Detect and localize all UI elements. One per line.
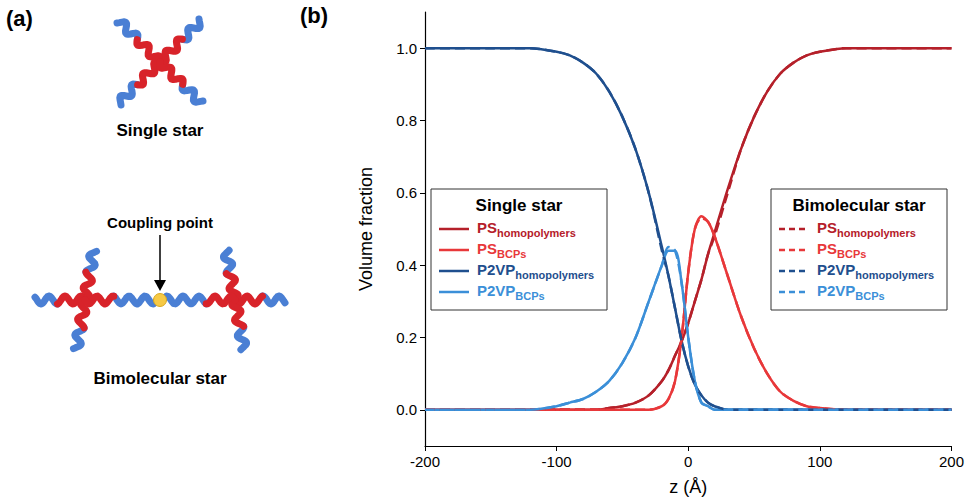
svg-text:PS: PS (477, 219, 497, 236)
svg-text:-200: -200 (410, 453, 440, 470)
svg-text:PS: PS (817, 219, 837, 236)
svg-text:z (Å): z (Å) (669, 477, 707, 497)
svg-text:BCPs: BCPs (515, 290, 544, 302)
svg-text:200: 200 (939, 453, 964, 470)
svg-text:0: 0 (684, 453, 692, 470)
svg-text:PS: PS (817, 240, 837, 257)
svg-text:0.0: 0.0 (396, 401, 417, 418)
svg-text:0.8: 0.8 (396, 112, 417, 129)
svg-text:P2VP: P2VP (477, 261, 515, 278)
svg-text:BCPs: BCPs (855, 290, 884, 302)
svg-text:P2VP: P2VP (477, 282, 515, 299)
svg-text:(a): (a) (6, 6, 33, 31)
svg-text:(b): (b) (300, 3, 328, 28)
svg-text:1.0: 1.0 (396, 40, 417, 57)
svg-text:Single star: Single star (476, 196, 563, 215)
svg-text:BCPs: BCPs (497, 248, 526, 260)
svg-text:BCPs: BCPs (837, 248, 866, 260)
svg-text:Bimolecular star: Bimolecular star (792, 196, 926, 215)
svg-text:Single star: Single star (117, 121, 204, 140)
svg-text:P2VP: P2VP (817, 261, 855, 278)
svg-text:Volume fraction: Volume fraction (356, 167, 376, 291)
svg-text:homopolymers: homopolymers (855, 269, 934, 281)
svg-text:PS: PS (477, 240, 497, 257)
svg-text:P2VP: P2VP (817, 282, 855, 299)
svg-text:0.4: 0.4 (396, 257, 417, 274)
svg-text:100: 100 (807, 453, 832, 470)
svg-text:homopolymers: homopolymers (497, 227, 576, 239)
svg-text:Bimolecular star: Bimolecular star (93, 369, 227, 388)
svg-text:homopolymers: homopolymers (837, 227, 916, 239)
svg-text:-100: -100 (542, 453, 572, 470)
svg-text:homopolymers: homopolymers (515, 269, 594, 281)
svg-text:Coupling point: Coupling point (107, 214, 213, 231)
svg-text:0.6: 0.6 (396, 184, 417, 201)
svg-text:0.2: 0.2 (396, 329, 417, 346)
